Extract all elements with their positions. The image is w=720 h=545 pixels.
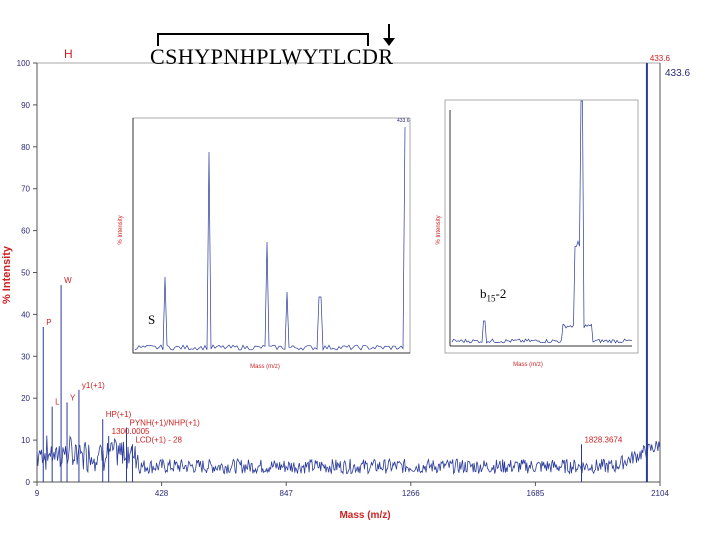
inset-left: % Intensity Mass (m/z) S 433.6	[118, 117, 411, 370]
x-tick-label: 9	[35, 489, 40, 498]
peak-label: 1828.3674	[584, 435, 622, 444]
inset-left-x-axis-label: Mass (m/z)	[250, 364, 280, 370]
fragment-label: b	[480, 286, 487, 301]
inset-right-trace	[451, 100, 633, 344]
y-tick-label: 80	[21, 143, 30, 152]
fragment-annotation: b15-2	[480, 286, 506, 304]
main-axes	[36, 62, 661, 483]
y-tick-label: 90	[21, 101, 30, 110]
y-tick-label: 60	[21, 227, 30, 236]
peak-label: L	[55, 398, 60, 407]
main-peak-labels: P L W Yy1(+1) HP(+1) 1300.0005PYNH(+1)/NHP(+1…	[46, 54, 670, 444]
inset-left-y-axis-label: % Intensity	[118, 215, 124, 244]
x-tick-label: 2104	[651, 489, 669, 498]
y-tick-label: 10	[21, 436, 30, 445]
inset-right-spectrum	[451, 100, 633, 344]
y-tick-label: 20	[21, 394, 30, 403]
main-top-right-label: 433.6	[665, 68, 690, 79]
y-tick-label: 100	[17, 59, 31, 68]
x-tick-label: 1266	[402, 489, 420, 498]
main-y-ticks: 0 10 20 30 40 50 60 70 80 90 100	[17, 59, 37, 487]
peak-label: W	[64, 276, 72, 285]
inset-right-y-axis-label: % Intensity	[436, 215, 442, 244]
inset-left-corner-label: S	[148, 312, 155, 327]
x-tick-label: 428	[155, 489, 169, 498]
peak-label: HP(+1)	[106, 410, 132, 419]
baseline-trace	[36, 435, 661, 475]
main-x-axis-label: Mass (m/z)	[339, 510, 390, 521]
main-spectrum-trace	[36, 63, 661, 482]
peptide-sequence: CSHYPNHPLWYTLCDR	[150, 44, 394, 69]
main-y-axis-label: % Intensity	[1, 245, 13, 304]
fragment-subscript: 15	[486, 293, 496, 304]
inset-left-top-label: 433.6	[397, 118, 410, 124]
peak-label: PYNH(+1)/NHP(+1)	[130, 419, 201, 428]
peak-label: 1300.0005	[112, 427, 150, 436]
cleavage-arrow	[383, 24, 395, 46]
x-tick-label: 847	[280, 489, 294, 498]
fragment-suffix: -2	[495, 286, 507, 301]
inset-right: % Intensity Mass (m/z)	[436, 99, 639, 368]
peak-label: 433.6	[650, 54, 671, 63]
main-x-ticks: 9 428 847 1266 1685 2104	[35, 482, 669, 498]
peak-label: LCD(+1) - 28	[135, 435, 182, 444]
main-peak-H: H	[64, 47, 73, 61]
peak-label: y1(+1)	[82, 381, 105, 390]
peak-label: Y	[70, 393, 76, 402]
inset-left-spectrum	[134, 126, 406, 352]
y-tick-label: 70	[21, 185, 30, 194]
disulfide-bracket	[157, 33, 369, 46]
inset-right-x-axis-label: Mass (m/z)	[513, 362, 543, 368]
y-tick-label: 40	[21, 310, 30, 319]
inset-left-trace	[134, 126, 406, 352]
y-tick-label: 30	[21, 352, 30, 361]
x-tick-label: 1685	[527, 489, 545, 498]
y-tick-label: 50	[21, 269, 30, 278]
y-tick-label: 0	[26, 478, 31, 487]
peak-label: P	[46, 318, 51, 327]
